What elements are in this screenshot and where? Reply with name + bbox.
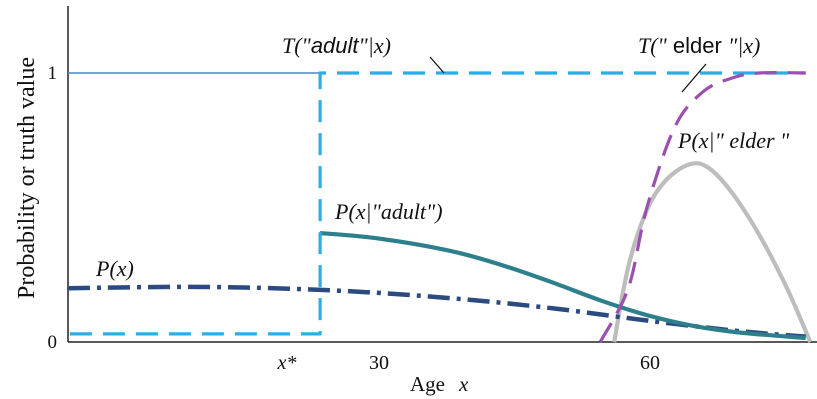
y-axis-label: Probability or truth value bbox=[14, 57, 40, 299]
elder-truth-leader bbox=[681, 63, 707, 93]
annotation-adult-truth-word: adult bbox=[311, 33, 360, 58]
series-adult-truth-line bbox=[69, 71, 806, 336]
annotation-adult-truth: T("adult"|x) bbox=[282, 33, 391, 58]
y-tick-label-1: 1 bbox=[48, 63, 58, 84]
series-elder-truth-line bbox=[598, 71, 806, 343]
series-p-x-elder-line bbox=[612, 161, 813, 343]
x-tick-label-60: 60 bbox=[640, 352, 660, 374]
x-tick-label-xstar: x* bbox=[277, 352, 297, 374]
x-tick-labels: x* 30 60 bbox=[277, 352, 660, 374]
annotation-adult-truth-prefix: T(" bbox=[282, 33, 312, 58]
annotation-adult-truth-suffix: "|x) bbox=[359, 33, 391, 58]
annotation-p-x: P(x) bbox=[95, 256, 134, 281]
annotation-p-x-elder: P(x|" elder " bbox=[677, 128, 790, 153]
x-axis-label-text: Age bbox=[410, 372, 445, 396]
annotation-elder-truth-suffix: "|x) bbox=[728, 33, 760, 58]
annotation-elder-truth-prefix: T(" bbox=[638, 33, 668, 58]
series-p-x-line bbox=[67, 284, 806, 339]
x-axis-label: Age x bbox=[410, 372, 469, 396]
x-tick-label-30: 30 bbox=[369, 352, 389, 374]
series-layer bbox=[67, 71, 813, 343]
y-tick-labels: 0 1 bbox=[48, 63, 58, 353]
annotation-elder-truth: T(" elder "|x) bbox=[638, 33, 760, 58]
annotation-elder-truth-word: elder bbox=[667, 33, 728, 58]
annotation-p-x-adult: P(x|"adult") bbox=[334, 199, 443, 224]
adult-truth-leader bbox=[429, 56, 445, 74]
x-axis-label-var: x bbox=[458, 372, 469, 396]
y-tick-label-0: 0 bbox=[48, 332, 58, 353]
series-p-x-adult-line bbox=[319, 231, 806, 341]
